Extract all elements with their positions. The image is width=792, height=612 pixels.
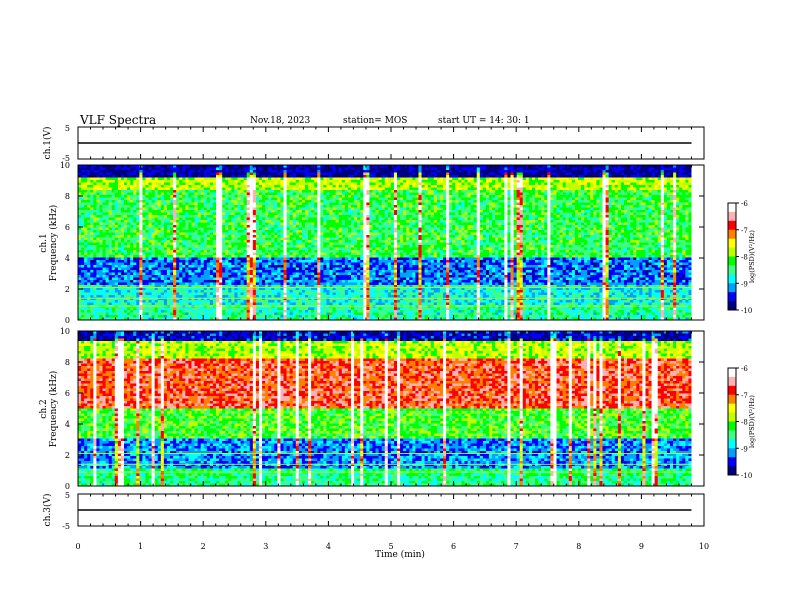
y-tick-label: 6 [65, 223, 70, 232]
colorbar-tick-label: -10 [741, 472, 752, 480]
x-tick-label: 8 [576, 542, 581, 551]
colorbar-tick-label: -9 [741, 280, 748, 288]
y-tick-label: 6 [65, 389, 70, 398]
ch3-voltage-ytick-top: 5 [65, 491, 70, 500]
y-tick-label: 2 [65, 451, 70, 460]
y-tick-label: 4 [65, 254, 70, 263]
y-tick-label: 10 [60, 161, 70, 170]
y-tick-label: 10 [60, 327, 70, 336]
station-label: station= MOS [343, 116, 407, 126]
colorbar-tick-label: -9 [741, 445, 748, 453]
y-tick-label: 2 [65, 285, 70, 294]
ch3-voltage-ylabel: ch.3(V) [42, 494, 53, 527]
no-data-region [691, 165, 704, 320]
ch1-spectrogram-heatmap [78, 165, 704, 320]
ch1-spectrogram-panel: ch.1Frequency (kHz) 0 2 4 6 8 10 [39, 161, 704, 325]
figure-title: VLF Spectra [79, 113, 156, 127]
spectrogram-cells [78, 165, 692, 320]
x-tick-label: 2 [201, 542, 206, 551]
start-time-label: start UT = 14: 30: 1 [438, 116, 530, 126]
colorbar-tick-label: -10 [741, 307, 752, 315]
colorbar-tick-label: -7 [741, 392, 748, 400]
date-label: Nov.18, 2023 [250, 116, 311, 126]
x-tick-label: 1 [138, 542, 143, 551]
ch1-voltage-panel: ch.1(V) 5 -5 [42, 124, 704, 163]
colorbar-tick-label: -7 [741, 227, 748, 235]
y-tick-label: 8 [65, 358, 70, 367]
y-tick-label: 8 [65, 192, 70, 201]
colorbar-tick-label: -8 [741, 419, 748, 427]
colorbar-tick-label: -8 [741, 254, 748, 262]
colorbar-tick-label: -6 [741, 365, 748, 373]
ch1-colorbar: -6 -7 -8 -9 -10 log(PSD)(V²/Hz) [728, 200, 756, 315]
x-tick-label: 9 [639, 542, 644, 551]
ch3-voltage-panel: ch.3(V) 5 -5 0 1 2 3 4 5 6 7 8 9 10 Time (min) [42, 491, 709, 560]
y-tick-label: 0 [65, 316, 70, 325]
spectrogram-cells [78, 331, 692, 486]
x-tick-label: 3 [263, 542, 268, 551]
colorbar-label: log(PSD)(V²/Hz) [748, 230, 756, 283]
ch2-spectrogram-ylabel: ch.2Frequency (kHz) [39, 371, 59, 448]
y-tick-label: 4 [65, 420, 70, 429]
ch1-voltage-ylabel: ch.1(V) [42, 127, 53, 160]
ch3-voltage-ytick-bottom: -5 [62, 522, 70, 531]
ch1-voltage-ytick-top: 5 [65, 124, 70, 133]
x-tick-label: 0 [75, 542, 80, 551]
ch2-spectrogram-heatmap [78, 331, 704, 486]
colorbar-label: log(PSD)(V²/Hz) [748, 395, 756, 448]
colorbar-tick-label: -6 [741, 200, 748, 208]
x-tick-label: 10 [699, 542, 709, 551]
x-tick-label: 4 [326, 542, 331, 551]
ch1-spectrogram-ylabel-channel: ch.1Frequency (kHz) [39, 205, 59, 282]
time-axis-label: Time (min) [375, 549, 425, 560]
x-tick-label: 7 [514, 542, 519, 551]
ch2-colorbar: -6 -7 -8 -9 -10 log(PSD)(V²/Hz) [728, 365, 756, 480]
no-data-region [691, 331, 704, 486]
ch2-spectrogram-panel: ch.2Frequency (kHz) 0 2 4 6 8 10 [39, 327, 704, 491]
x-tick-label: 6 [451, 542, 456, 551]
y-tick-label: 0 [65, 482, 70, 491]
